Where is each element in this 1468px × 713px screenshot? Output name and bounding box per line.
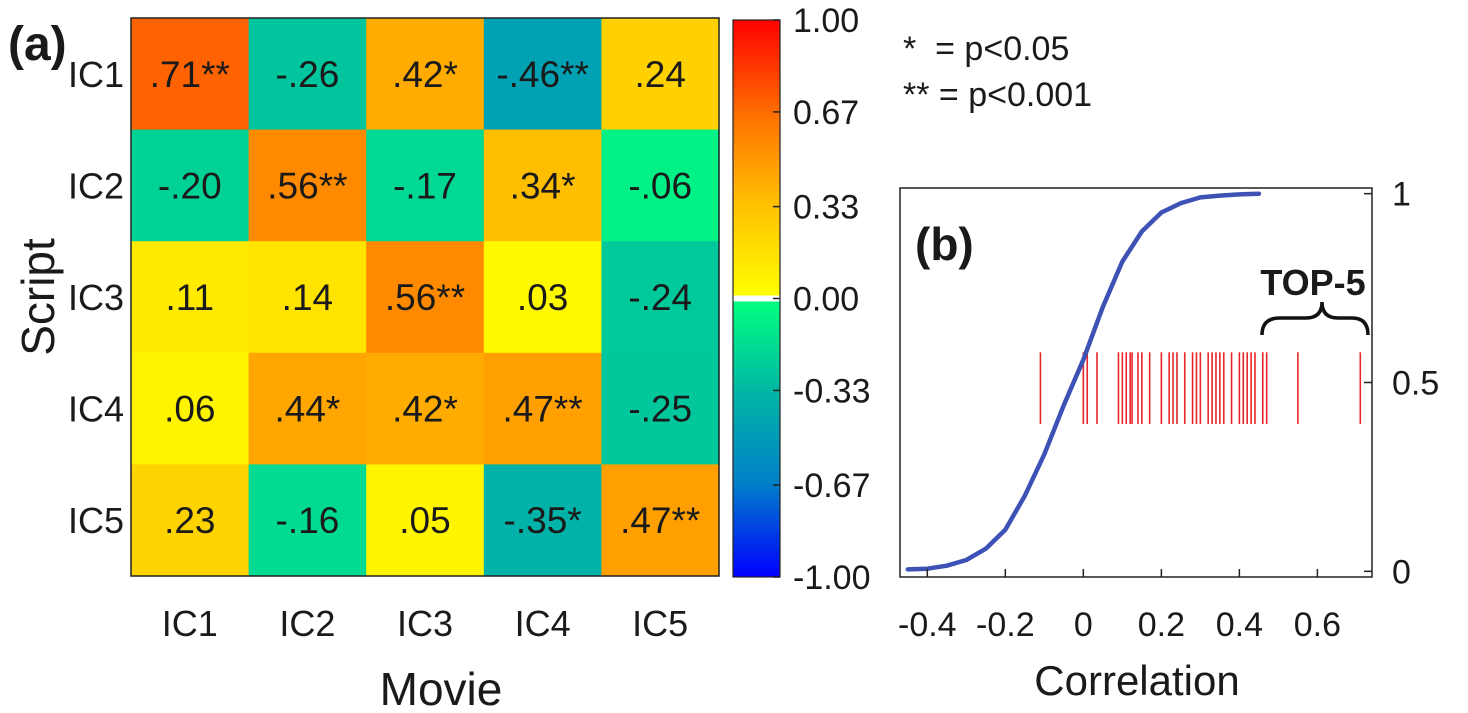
heatmap-cell <box>366 129 485 242</box>
heatmap-cell-label: .42* <box>392 54 458 95</box>
heatmap-cell <box>366 352 485 465</box>
cdf-curve <box>905 191 1262 572</box>
legend-single-star: * = p<0.05 <box>903 30 1069 68</box>
cdf-x-axis-label: Correlation <box>1034 657 1239 704</box>
heatmap-cell <box>366 18 485 131</box>
heatmap-cell-label: .56** <box>267 165 347 206</box>
heatmap-cell <box>366 241 485 354</box>
colorbar-ticks: 1.00 0.67 0.33 0.00 -0.33 -0.67 -1.00 <box>773 2 871 597</box>
heatmap-cell-label: .47** <box>502 389 582 430</box>
colorbar-tick-label: 0.00 <box>793 281 859 319</box>
heatmap-cell-label: .05 <box>399 500 450 541</box>
cdf-x-tick-label: -0.4 <box>898 606 957 644</box>
heatmap-x-tick-label: IC2 <box>279 603 335 644</box>
heatmap-cell <box>483 464 602 577</box>
heatmap: .71** -.26 .42* -.46** .24 -.20 .56** -.17 .34* -… <box>131 18 720 577</box>
cdf-y-tick-label: 0.5 <box>1392 365 1439 403</box>
heatmap-cell-label: .06 <box>164 389 215 430</box>
heatmap-y-tick-label: IC5 <box>68 500 124 541</box>
heatmap-cell-label: .11 <box>165 277 214 318</box>
heatmap-cell-label: .42* <box>392 389 458 430</box>
colorbar-tick-label: -1.00 <box>793 559 871 597</box>
heatmap-cell <box>248 129 367 242</box>
heatmap-frame <box>130 17 720 577</box>
heatmap-cell-label: -.20 <box>158 165 222 206</box>
heatmap-cell <box>248 241 367 354</box>
top5-brace <box>1260 301 1370 336</box>
heatmap-cell-label: .03 <box>517 277 568 318</box>
cdf-y-ticks: 00.51 <box>1364 176 1439 591</box>
top5-annotation: TOP-5 <box>1260 262 1365 303</box>
heatmap-cell-label: -.17 <box>393 165 457 206</box>
colorbar-tick-label: 0.67 <box>793 94 859 132</box>
heatmap-y-tick-label: IC3 <box>68 277 124 318</box>
heatmap-cell-label: -.35* <box>504 500 582 541</box>
cdf-y-tick-label: 0 <box>1392 553 1411 591</box>
heatmap-cell-label: -.16 <box>276 500 340 541</box>
panel-a-label: (a) <box>8 18 67 71</box>
heatmap-cell <box>366 464 485 577</box>
heatmap-cell <box>248 352 367 465</box>
heatmap-cell-label: -.24 <box>628 277 692 318</box>
heatmap-cell <box>131 241 250 354</box>
cdf-x-tick-label: 0 <box>1074 606 1093 644</box>
heatmap-cell <box>483 241 602 354</box>
heatmap-cell <box>131 352 250 465</box>
legend-double-star: ** = p<0.001 <box>903 76 1092 114</box>
heatmap-cell-label: .34* <box>510 165 576 206</box>
heatmap-y-tick-label: IC1 <box>68 54 124 95</box>
colorbar-tick-label: 1.00 <box>793 2 859 40</box>
heatmap-cell-label: .23 <box>164 500 215 541</box>
cdf-x-tick-label: 0.2 <box>1138 606 1185 644</box>
heatmap-y-tick-labels: IC1 IC2 IC3 IC4 IC5 <box>68 54 124 541</box>
heatmap-x-tick-label: IC4 <box>515 603 571 644</box>
heatmap-x-axis-label: Movie <box>380 663 503 713</box>
cdf-x-tick-label: -0.2 <box>976 606 1035 644</box>
heatmap-x-tick-label: IC5 <box>632 603 688 644</box>
heatmap-cell-label: .24 <box>634 54 685 95</box>
heatmap-cell <box>601 464 720 577</box>
colorbar-tick-label: -0.67 <box>793 467 871 505</box>
cdf-x-tick-label: 0.6 <box>1294 606 1341 644</box>
heatmap-cell <box>248 464 367 577</box>
heatmap-cell <box>601 129 720 242</box>
heatmap-x-tick-labels: IC1 IC2 IC3 IC4 IC5 <box>162 603 688 644</box>
heatmap-cell-label: .56** <box>385 277 465 318</box>
heatmap-cell <box>131 464 250 577</box>
colorbar-tick-label: -0.33 <box>793 372 871 410</box>
heatmap-cell <box>483 352 602 465</box>
heatmap-cell-label: .47** <box>620 500 700 541</box>
heatmap-cell-label: .14 <box>282 277 333 318</box>
heatmap-x-tick-label: IC3 <box>397 603 453 644</box>
heatmap-cell <box>601 18 720 131</box>
heatmap-cell <box>248 18 367 131</box>
heatmap-cell <box>483 129 602 242</box>
heatmap-y-axis-label: Script <box>12 238 64 356</box>
heatmap-cell <box>601 352 720 465</box>
heatmap-x-tick-label: IC1 <box>162 603 218 644</box>
cdf-x-tick-label: 0.4 <box>1216 606 1263 644</box>
cdf-x-ticks: -0.4 -0.2 0 0.2 0.4 0.6 <box>898 569 1341 644</box>
panel-b-label: (b) <box>915 218 974 270</box>
heatmap-cell <box>483 18 602 131</box>
heatmap-cell-label: .44* <box>274 389 340 430</box>
heatmap-y-tick-label: IC2 <box>68 165 124 206</box>
heatmap-cell-label: -.46** <box>496 54 589 95</box>
heatmap-cell <box>131 129 250 242</box>
heatmap-cell-label: -.06 <box>628 165 692 206</box>
heatmap-cell-label: -.25 <box>628 389 692 430</box>
colorbar-tick-label: 0.33 <box>793 189 859 227</box>
colorbar <box>732 19 781 578</box>
heatmap-cell-label: .71** <box>150 54 230 95</box>
heatmap-cell-label: -.26 <box>276 54 340 95</box>
cdf-panel: (b) -0.4 -0.2 0 0.2 0.4 0.6 00.51 TOP-5 Corre… <box>898 176 1439 704</box>
heatmap-y-tick-label: IC4 <box>68 389 124 430</box>
heatmap-cell <box>601 241 720 354</box>
correlation-rug <box>1039 352 1362 425</box>
heatmap-cell <box>131 18 250 131</box>
cdf-y-tick-label: 1 <box>1392 176 1411 214</box>
